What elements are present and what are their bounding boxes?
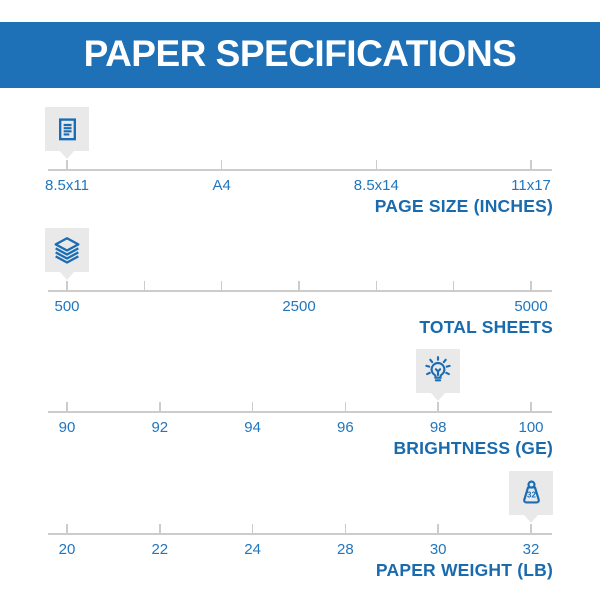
axis-line [48,290,552,292]
scale-title: BRIGHTNESS (GE) [393,438,553,458]
marker-pointer [60,151,74,159]
tick-mark [251,402,254,411]
axis-line [48,533,552,535]
marker-pointer [60,272,74,280]
tick-mark [530,160,532,169]
tick-mark [66,160,68,169]
tick-label: 94 [244,419,261,436]
document-icon [54,116,81,143]
tick-mark [344,402,347,411]
weight-icon: 32 [516,478,547,509]
tick-label: 8.5x14 [353,177,399,194]
tick-mark [437,524,439,533]
tick-mark [437,402,439,411]
tick-mark [530,524,532,533]
marker-paper-weight-lb: 32 [509,471,553,515]
tick-label: 20 [58,541,76,558]
tick-label: 30 [429,541,447,558]
tick-mark [298,281,300,290]
tick-label: 2500 [282,298,316,315]
tick-label: 11x17 [511,177,551,194]
tick-label: 92 [151,419,169,436]
tick-mark [251,524,254,533]
paper-stack-icon [50,234,84,266]
tick-label: A4 [212,177,231,194]
tick-label: 5000 [514,298,548,315]
scale-title: PAPER WEIGHT (LB) [375,560,553,580]
tick-mark [159,524,161,533]
header-banner: PAPER SPECIFICATIONS [0,22,600,88]
tick-label: 500 [54,298,80,315]
scale-title: PAGE SIZE (INCHES) [374,196,553,216]
tick-label: 100 [518,419,544,436]
tick-mark [220,160,223,169]
tick-mark [143,281,146,290]
marker-pointer [524,515,538,523]
tick-mark [159,402,161,411]
marker-page-size-inches [45,107,89,151]
tick-mark [66,281,68,290]
tick-mark [220,281,223,290]
tick-mark [375,281,378,290]
tick-label: 32 [522,541,540,558]
marker-pointer [431,393,446,401]
tick-mark [344,524,347,533]
tick-label: 22 [151,541,169,558]
tick-mark [66,524,68,533]
tick-label: 90 [58,419,76,436]
tick-label: 98 [429,419,447,436]
lightbulb-icon [422,355,454,387]
tick-mark [66,402,68,411]
tick-mark [375,160,378,169]
marker-brightness-ge [416,349,461,393]
tick-label: 28 [337,541,354,558]
tick-mark [452,281,455,290]
marker-total-sheets [45,228,89,272]
tick-label: 8.5x11 [45,177,89,194]
axis-line [48,411,552,413]
axis-line [48,169,552,171]
page-title: PAPER SPECIFICATIONS [83,33,517,74]
tick-label: 24 [244,541,261,558]
svg-text:32: 32 [527,490,536,499]
tick-label: 96 [337,419,354,436]
tick-mark [530,402,532,411]
tick-mark [530,281,532,290]
scale-title: TOTAL SHEETS [419,317,553,337]
